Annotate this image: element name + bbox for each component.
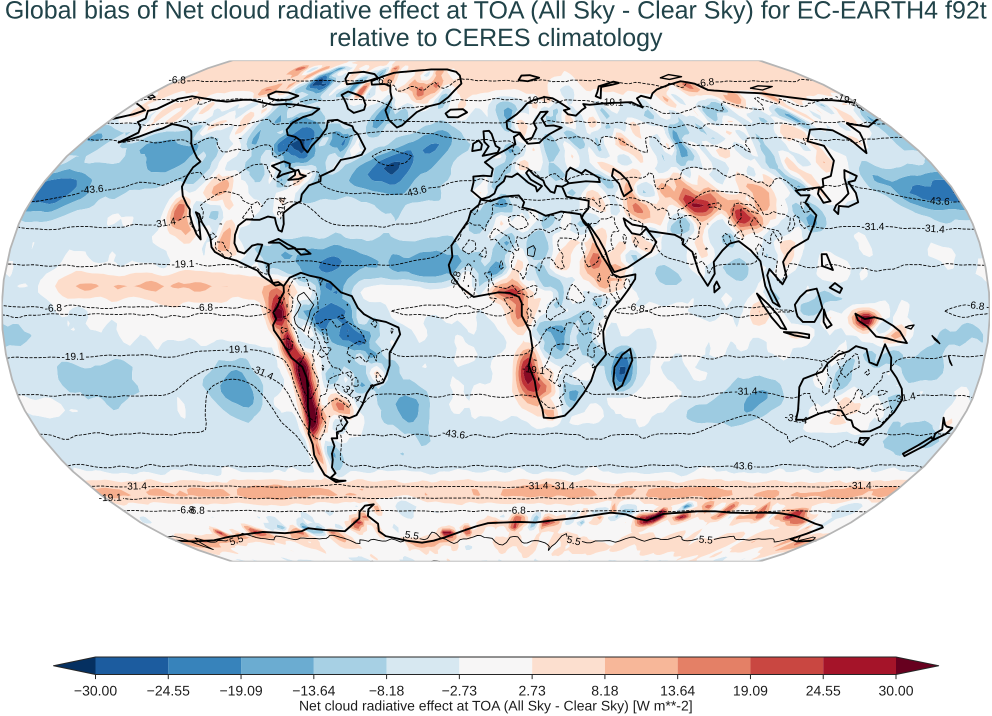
svg-text:-31.4: -31.4 [848,479,871,492]
svg-text:-31.4: -31.4 [892,389,917,406]
svg-text:-6.8: -6.8 [966,298,985,313]
svg-text:-31.4: -31.4 [274,196,289,221]
svg-text:-19.1: -19.1 [521,362,545,377]
svg-text:-31.4: -31.4 [861,220,884,233]
svg-text:-6.8: -6.8 [187,504,205,517]
svg-text:-43.6: -43.6 [926,194,950,208]
svg-text:−19.09: −19.09 [219,683,262,699]
svg-text:-31.4: -31.4 [784,410,809,426]
svg-text:-6.8: -6.8 [508,504,526,517]
svg-text:-19.1: -19.1 [523,93,547,107]
svg-text:−24.55: −24.55 [147,683,190,699]
svg-text:5.5: 5.5 [698,533,713,547]
svg-text:5.5: 5.5 [404,528,420,543]
svg-text:-19.1: -19.1 [600,95,624,108]
svg-text:-31.4: -31.4 [921,221,945,235]
svg-text:-31.4: -31.4 [551,480,574,493]
svg-text:-6.8: -6.8 [168,73,186,86]
svg-text:30.00: 30.00 [878,683,913,699]
svg-text:-31.4: -31.4 [124,480,147,493]
svg-text:19.09: 19.09 [733,683,768,699]
svg-text:−13.64: −13.64 [292,683,335,699]
svg-text:-19.1: -19.1 [61,350,84,363]
svg-text:5.5: 5.5 [228,532,245,548]
svg-text:-19.1: -19.1 [225,343,248,356]
svg-text:relative to CERES climatology: relative to CERES climatology [329,24,663,52]
svg-text:−30.00: −30.00 [74,683,117,699]
svg-text:Global bias of Net cloud radia: Global bias of Net cloud radiative effec… [5,0,987,25]
svg-text:-19.1: -19.1 [171,257,195,270]
svg-text:-6.8: -6.8 [44,301,62,314]
svg-text:-6.8: -6.8 [626,300,645,315]
svg-text:-43.6: -43.6 [441,426,466,442]
svg-text:-43.6: -43.6 [402,182,427,199]
svg-text:-43.6: -43.6 [80,182,104,197]
svg-text:2.73: 2.73 [519,683,546,699]
svg-text:8.18: 8.18 [591,683,618,699]
svg-text:-43.6: -43.6 [730,459,753,472]
svg-text:-6.8: -6.8 [447,270,464,290]
svg-text:−8.18: −8.18 [369,683,405,699]
svg-text:-6.8: -6.8 [177,504,194,517]
svg-text:-6.8: -6.8 [696,75,715,90]
svg-text:24.55: 24.55 [806,683,841,699]
svg-text:5.5: 5.5 [566,533,583,548]
svg-text:-31.4: -31.4 [525,479,548,492]
svg-text:−2.73: −2.73 [442,683,478,699]
svg-text:-6.8: -6.8 [373,72,394,89]
svg-text:-19.1: -19.1 [98,491,121,504]
svg-text:-31.4: -31.4 [734,385,757,398]
svg-text:-6.8: -6.8 [195,301,213,314]
svg-text:-31.4: -31.4 [152,215,177,231]
svg-text:Net cloud radiative effect at: Net cloud radiative effect at TOA (All S… [299,698,693,714]
svg-text:13.64: 13.64 [660,683,695,699]
